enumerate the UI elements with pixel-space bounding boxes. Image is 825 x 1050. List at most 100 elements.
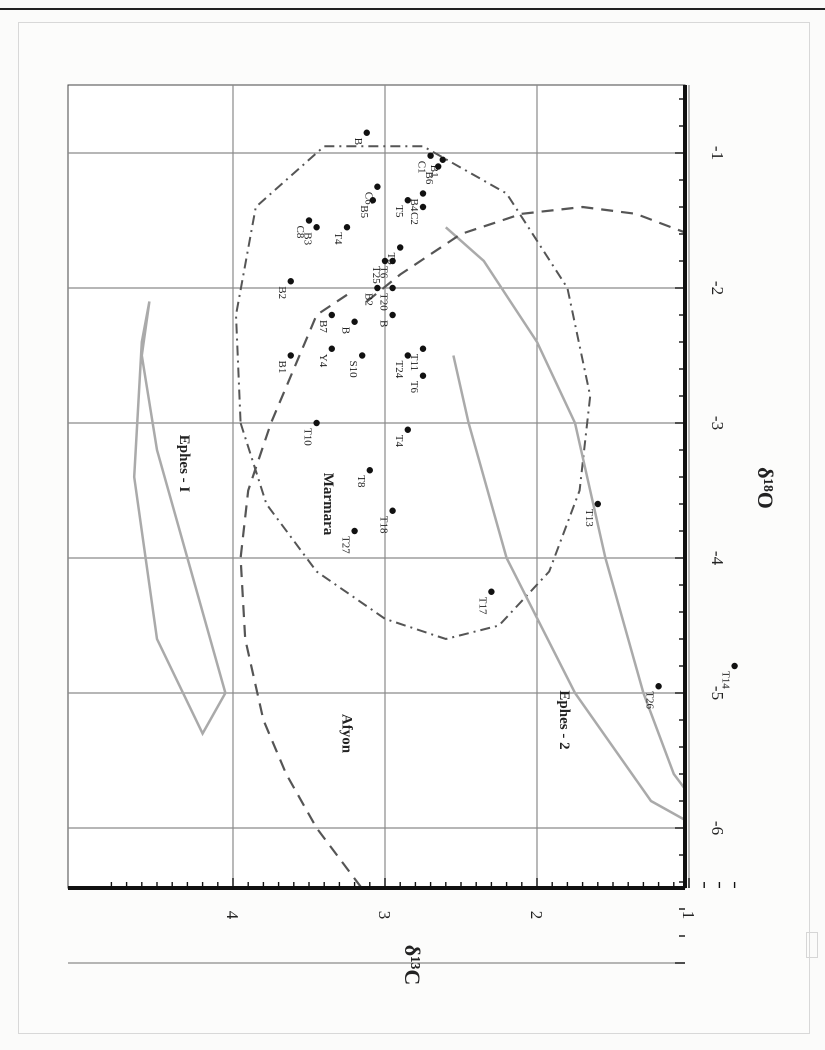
data-point: [419, 372, 427, 379]
field-label: Ephes - 2: [556, 690, 572, 749]
data-point: [363, 129, 370, 136]
data-point: [287, 352, 294, 359]
data-point-label: T14: [720, 671, 732, 689]
data-point-label: C8: [294, 226, 306, 239]
data-point-label: C2: [408, 212, 420, 225]
data-point-label: T27: [340, 536, 352, 554]
field-labels: Ephes - I Marmara Afyon Ephes - 2: [176, 435, 572, 754]
data-point-label: T26: [644, 691, 656, 709]
data-point: [488, 588, 495, 595]
data-point: [351, 527, 358, 535]
data-point: [351, 318, 358, 325]
data-point: [389, 257, 396, 265]
ephes-1-field-boundary: [132, 301, 227, 737]
x-tick-label: -2: [708, 281, 727, 295]
data-point-label: B1: [276, 361, 288, 374]
data-point: [427, 152, 434, 159]
data-point: [313, 419, 320, 427]
data-point: [359, 352, 366, 359]
marmara-field-boundary: [234, 145, 592, 641]
data-point: [404, 426, 411, 433]
x-tick-label: -1: [708, 146, 727, 160]
data-point-label: T4: [332, 232, 344, 245]
data-point-label: C1: [416, 161, 428, 174]
x-axis-title: δ¹⁸O: [753, 467, 778, 509]
data-point-label: T13: [583, 509, 595, 527]
data-point: [287, 278, 294, 285]
data-point-label: B2: [362, 293, 374, 306]
data-point-label: B: [378, 320, 390, 327]
data-point: [419, 190, 427, 197]
page-top-rule: [0, 8, 825, 10]
data-point: [369, 197, 377, 204]
scan-edge-mark: [806, 932, 818, 958]
data-point: [419, 345, 427, 352]
data-point: [381, 257, 389, 265]
data-point-label: T5: [393, 205, 405, 218]
data-point-label: B2: [276, 286, 288, 299]
ephes-2-field-boundary: [444, 226, 685, 792]
data-point: [328, 345, 335, 352]
data-points: BC1B1B6B4C2T5C6B5T4C8B3T3T6T25T20B2B2B7B…: [276, 129, 738, 709]
data-point: [404, 352, 411, 359]
y-axis-title: δ¹³C: [400, 945, 425, 986]
data-point: [439, 156, 446, 163]
field-label: Afyon: [338, 714, 354, 754]
data-point: [305, 217, 313, 224]
data-point-label: B: [352, 138, 364, 145]
x-tick-label: -3: [708, 416, 727, 430]
y-tick-label: 3: [375, 911, 394, 920]
data-point: [404, 197, 411, 204]
data-point: [366, 467, 373, 474]
data-point: [435, 163, 442, 170]
data-point-label: T8: [355, 475, 367, 488]
field-label: Marmara: [320, 473, 336, 536]
data-point-label: T25: [370, 266, 382, 284]
x-tick-label: -5: [708, 686, 727, 700]
y-tick-label: 4: [223, 911, 242, 920]
data-point-label: T6: [408, 381, 420, 394]
y-tick-label: 1: [679, 911, 698, 920]
data-point-label: T4: [393, 435, 405, 448]
data-point: [389, 284, 396, 292]
data-point: [374, 183, 381, 190]
afyon-field-boundary: [239, 293, 364, 888]
data-point: [389, 311, 396, 319]
data-point: [419, 203, 427, 211]
data-point: [655, 683, 662, 690]
data-point-label: S10: [347, 361, 359, 379]
data-point-label: T11: [408, 354, 420, 371]
field-label: Ephes - I: [176, 435, 192, 493]
data-point: [328, 311, 335, 319]
x-tick-label: -4: [708, 551, 727, 566]
afyon-field-boundary-inner: [366, 205, 685, 303]
data-point: [374, 284, 381, 292]
ephes-2-field-boundary-upper: [452, 355, 685, 822]
data-point-label: Y4: [317, 354, 329, 368]
data-point: [313, 224, 320, 231]
data-point-label: B5: [358, 205, 370, 218]
data-point: [389, 507, 396, 514]
data-point: [594, 500, 601, 508]
data-point-label: B6: [423, 172, 435, 185]
data-point-label: T24: [393, 361, 405, 379]
x-tick-label: -6: [708, 821, 727, 835]
data-point-label: B: [340, 327, 352, 334]
field-boundaries: [132, 145, 685, 888]
data-point-label: T10: [302, 428, 314, 446]
data-point-label: T20: [378, 293, 390, 311]
data-point: [397, 244, 404, 251]
data-point-label: B7: [317, 320, 329, 333]
tick-marks: [110, 98, 736, 964]
gridlines: [68, 85, 690, 964]
data-point: [731, 662, 738, 670]
data-point-label: B4: [408, 199, 420, 212]
data-point-label: T17: [476, 597, 488, 615]
tick-labels: -6 -5 -4 -3 -2 -1 1 2 3 4: [223, 146, 727, 920]
data-point-label: T6: [378, 266, 390, 279]
data-point: [343, 224, 351, 231]
plot-area: [67, 84, 686, 889]
y-tick-label: 2: [527, 911, 546, 920]
